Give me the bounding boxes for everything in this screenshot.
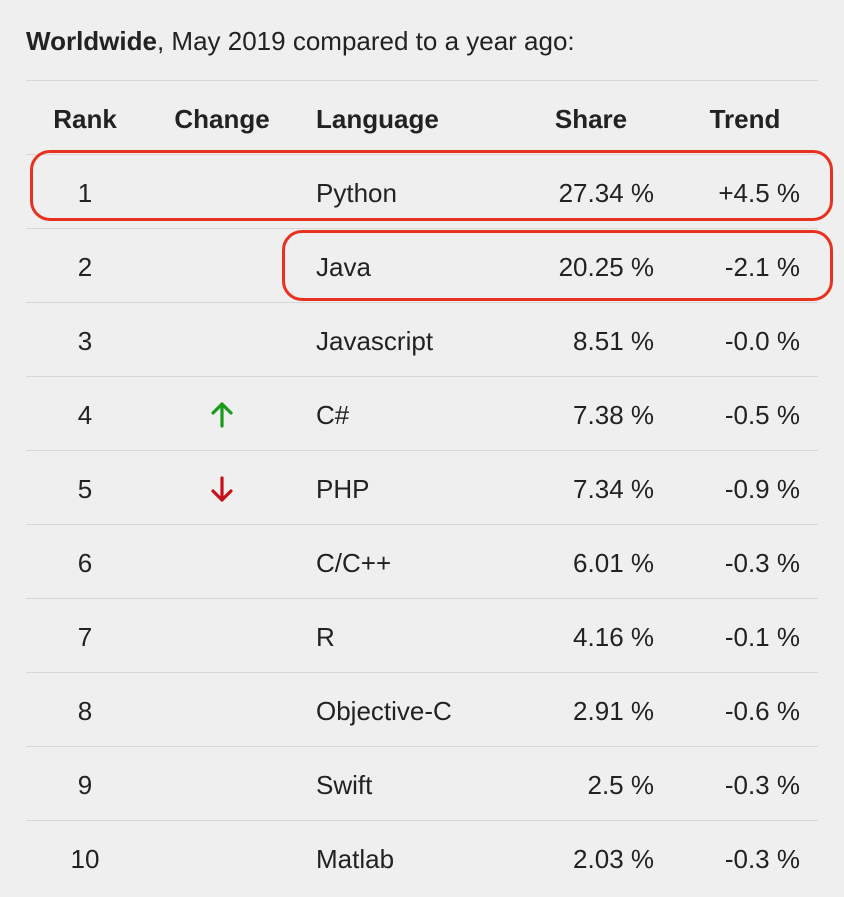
table-row: 2 Java 20.25 % -2.1 %: [26, 228, 818, 302]
trend-cell: -0.3 %: [724, 844, 800, 874]
share-cell: 4.16 %: [573, 622, 654, 652]
trend-cell: -0.6 %: [724, 696, 800, 726]
highlight-outline-python-row: [30, 150, 833, 221]
rank-cell: 5: [77, 474, 93, 504]
share-cell: 6.01 %: [573, 548, 654, 578]
share-cell: 7.34 %: [573, 474, 654, 504]
trend-cell: -0.5 %: [724, 400, 800, 430]
trend-cell: -0.0 %: [724, 326, 800, 356]
rank-cell: 9: [77, 770, 93, 800]
change-cell: [160, 525, 284, 598]
column-header-language: Language: [316, 104, 439, 134]
column-header-change: Change: [174, 104, 270, 134]
language-ranking-table: Rank Change Language Share Trend 1 Pytho…: [26, 80, 818, 894]
share-cell: 7.38 %: [573, 400, 654, 430]
page-heading: Worldwide, May 2019 compared to a year a…: [26, 24, 575, 58]
language-cell: Matlab: [316, 844, 395, 874]
table-row: 10 Matlab 2.03 % -0.3 %: [26, 820, 818, 894]
highlight-outline-java-row: [282, 230, 833, 301]
column-header-trend: Trend: [709, 104, 781, 134]
share-cell: 2.91 %: [573, 696, 654, 726]
language-cell: Javascript: [316, 326, 434, 356]
trend-cell: -0.9 %: [724, 474, 800, 504]
change-cell: [160, 673, 284, 746]
change-cell: [160, 747, 284, 820]
up-arrow-icon: [211, 402, 233, 428]
table-row: 6 C/C++ 6.01 % -0.3 %: [26, 524, 818, 598]
change-cell: [160, 377, 284, 450]
rank-cell: 6: [77, 548, 93, 578]
down-arrow-icon: [211, 476, 233, 502]
language-cell: Java: [316, 252, 371, 282]
language-cell: C/C++: [316, 548, 392, 578]
language-cell: Swift: [316, 770, 373, 800]
share-cell: 2.03 %: [573, 844, 654, 874]
column-header-share: Share: [554, 104, 628, 134]
language-cell: C#: [316, 400, 350, 430]
table-row: 1 Python 27.34 % +4.5 %: [26, 154, 818, 228]
rank-cell: 4: [77, 400, 93, 430]
heading-rest: , May 2019 compared to a year ago:: [156, 26, 575, 56]
language-cell: Python: [316, 178, 397, 208]
share-cell: 27.34 %: [558, 178, 654, 208]
change-cell: [160, 821, 284, 894]
trend-cell: -0.3 %: [724, 548, 800, 578]
rank-cell: 8: [77, 696, 93, 726]
language-cell: Objective-C: [316, 696, 452, 726]
table-row: 9 Swift 2.5 % -0.3 %: [26, 746, 818, 820]
rank-cell: 2: [77, 252, 93, 282]
table-row: 8 Objective-C 2.91 % -0.6 %: [26, 672, 818, 746]
table-row: 3 Javascript 8.51 % -0.0 %: [26, 302, 818, 376]
language-cell: R: [316, 622, 335, 652]
share-cell: 2.5 %: [587, 770, 655, 800]
rank-cell: 3: [77, 326, 93, 356]
share-cell: 20.25 %: [558, 252, 654, 282]
table-row: 4 C# 7.38 % -0.5 %: [26, 376, 818, 450]
column-header-rank: Rank: [53, 104, 117, 134]
rank-cell: 10: [70, 844, 100, 874]
rank-cell: 7: [77, 622, 93, 652]
change-cell: [160, 599, 284, 672]
trend-cell: +4.5 %: [718, 178, 800, 208]
change-cell: [160, 303, 284, 376]
trend-cell: -2.1 %: [724, 252, 800, 282]
change-cell: [160, 229, 284, 302]
language-cell: PHP: [316, 474, 370, 504]
table-row: 7 R 4.16 % -0.1 %: [26, 598, 818, 672]
rank-cell: 1: [77, 178, 93, 208]
table-row: 5 PHP 7.34 % -0.9 %: [26, 450, 818, 524]
share-cell: 8.51 %: [573, 326, 654, 356]
trend-cell: -0.1 %: [724, 622, 800, 652]
change-cell: [160, 451, 284, 524]
heading-bold: Worldwide: [26, 26, 157, 56]
trend-cell: -0.3 %: [724, 770, 800, 800]
table-header-row: Rank Change Language Share Trend: [26, 80, 818, 154]
